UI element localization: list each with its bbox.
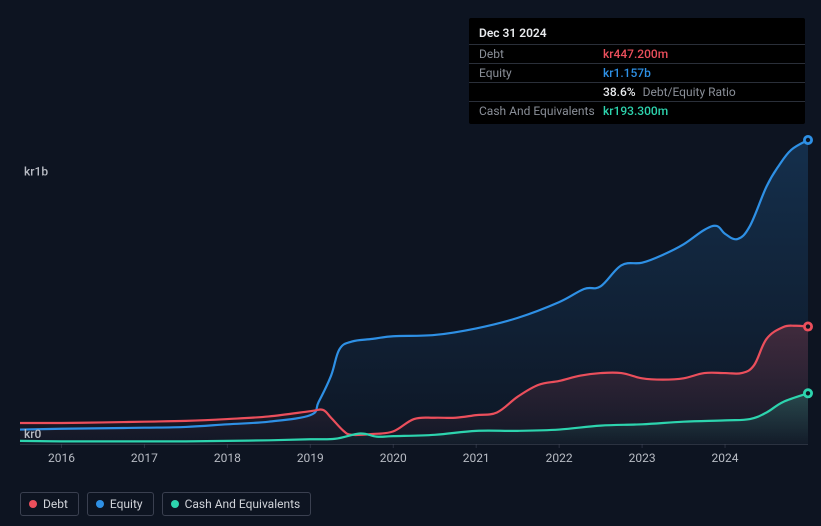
svg-text:2024: 2024	[712, 451, 739, 465]
tooltip-row: Debtkr447.200m	[469, 44, 805, 63]
chart-container: 2016 2017 2018 2019 2020 2021 2022 2023 2024 kr0 k…	[0, 0, 821, 526]
tooltip-row: Cash And Equivalentskr193.300m	[469, 101, 805, 120]
tooltip-row-value: kr447.200m	[603, 47, 668, 61]
svg-text:2021: 2021	[463, 451, 490, 465]
legend-label: Equity	[110, 497, 143, 511]
svg-text:2023: 2023	[629, 451, 656, 465]
tooltip-row-value: 38.6% Debt/Equity Ratio	[603, 85, 736, 99]
tooltip-row: Equitykr1.157b	[469, 63, 805, 82]
tooltip-row-note: Debt/Equity Ratio	[640, 85, 736, 99]
svg-text:2022: 2022	[546, 451, 573, 465]
legend-dot-icon	[171, 500, 179, 508]
tooltip-row-label	[479, 85, 603, 99]
svg-text:kr1b: kr1b	[24, 164, 48, 178]
legend-label: Debt	[43, 497, 68, 511]
svg-text:2019: 2019	[297, 451, 324, 465]
svg-text:2018: 2018	[214, 451, 241, 465]
tooltip-row-value: kr1.157b	[603, 66, 651, 80]
svg-text:2016: 2016	[48, 451, 75, 465]
legend-item[interactable]: Debt	[20, 492, 79, 516]
tooltip-row-label: Equity	[479, 66, 603, 80]
tooltip-date: Dec 31 2024	[469, 24, 805, 44]
legend-dot-icon	[29, 500, 37, 508]
legend: Debt Equity Cash And Equivalents	[20, 492, 311, 516]
tooltip-row-label: Cash And Equivalents	[479, 104, 603, 118]
legend-label: Cash And Equivalents	[185, 497, 301, 511]
svg-text:2020: 2020	[380, 451, 407, 465]
tooltip-row: 38.6% Debt/Equity Ratio	[469, 82, 805, 101]
legend-item[interactable]: Cash And Equivalents	[162, 492, 312, 516]
svg-text:kr0: kr0	[24, 427, 42, 441]
tooltip-row-label: Debt	[479, 47, 603, 61]
chart-tooltip: Dec 31 2024 Debtkr447.200mEquitykr1.157b…	[469, 18, 805, 124]
legend-item[interactable]: Equity	[87, 492, 154, 516]
tooltip-row-value: kr193.300m	[603, 104, 668, 118]
svg-text:2017: 2017	[131, 451, 158, 465]
legend-dot-icon	[96, 500, 104, 508]
